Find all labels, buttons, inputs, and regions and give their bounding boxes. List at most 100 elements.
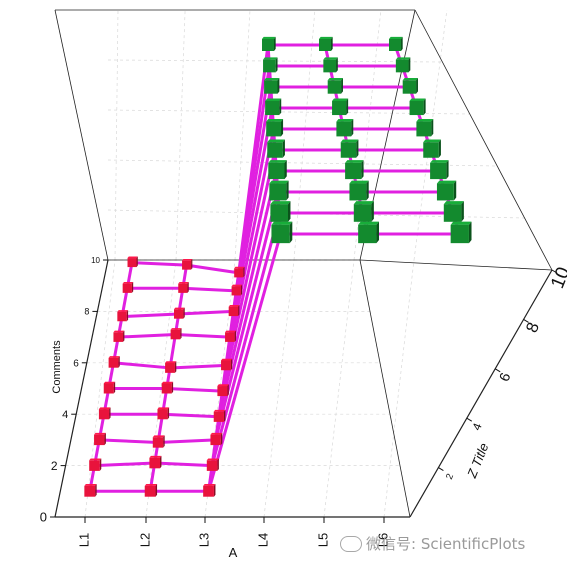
cube-top xyxy=(217,384,229,387)
y-tick-label: 8 xyxy=(84,307,89,317)
cube-front xyxy=(117,311,127,322)
row-line xyxy=(156,438,218,444)
red-cube-marker xyxy=(178,282,189,293)
red-cube-marker xyxy=(228,305,240,317)
cube-side xyxy=(346,98,349,116)
cube-top xyxy=(430,160,449,163)
cube-top xyxy=(213,409,226,412)
red-cube-marker xyxy=(213,409,226,422)
cube-top xyxy=(358,221,380,225)
row-line xyxy=(116,333,177,339)
green-cube-marker xyxy=(267,139,285,158)
bridge-line xyxy=(207,232,283,493)
cube-front xyxy=(221,360,231,371)
frame-edge xyxy=(54,9,109,261)
cube-top xyxy=(94,432,106,435)
cube-front xyxy=(345,162,362,180)
cube-top xyxy=(221,358,233,361)
gridline-x xyxy=(145,259,177,518)
cube-front xyxy=(323,59,337,73)
cube-front xyxy=(161,383,172,394)
red-cube-marker xyxy=(170,328,182,340)
green-cube-marker xyxy=(358,221,380,244)
x-tick-label: L2 xyxy=(137,533,152,547)
cube-front xyxy=(182,260,192,270)
green-cube-marker xyxy=(319,36,333,51)
red-cube-marker xyxy=(203,484,216,497)
cube-side xyxy=(282,139,285,158)
green-cube-marker xyxy=(402,77,418,94)
red-cube-marker xyxy=(234,266,245,278)
cube-side xyxy=(461,201,464,222)
red-cube-marker xyxy=(98,407,111,420)
x-tick-label: L6 xyxy=(375,533,390,547)
cube-top xyxy=(262,36,276,39)
cube-front xyxy=(206,460,218,471)
cube-top xyxy=(423,139,441,143)
green-cube-marker xyxy=(349,180,369,201)
cube-top xyxy=(416,119,434,122)
bridge-line xyxy=(217,169,278,419)
z-tick-label: 2 xyxy=(443,472,455,481)
gridline-x-back xyxy=(293,9,316,261)
cube-top xyxy=(353,201,374,205)
cube-side xyxy=(187,282,189,293)
cube-top xyxy=(327,77,343,81)
cube-side xyxy=(274,36,276,51)
red-cube-marker xyxy=(113,330,125,342)
row-line xyxy=(161,412,221,419)
cube-front xyxy=(409,100,424,116)
cube-top xyxy=(436,180,457,184)
x-tick-label: L5 xyxy=(315,533,330,547)
cube-side xyxy=(366,180,369,201)
red-cube-marker xyxy=(221,358,233,371)
green-cube-marker xyxy=(389,36,403,51)
cube-side xyxy=(180,328,182,340)
frame-edge xyxy=(409,269,553,518)
x-axis-title: A xyxy=(229,545,238,560)
cube-front xyxy=(127,258,137,268)
cube-front xyxy=(213,411,224,422)
gridline-aux xyxy=(55,10,97,311)
y-tick-label: 10 xyxy=(91,256,100,265)
green-cube-marker xyxy=(327,77,343,94)
cube-top xyxy=(263,57,278,60)
cube-front xyxy=(265,100,280,116)
row-line xyxy=(153,461,214,468)
cube-side xyxy=(159,455,162,469)
cube-top xyxy=(269,180,289,184)
cube-front xyxy=(430,162,447,180)
bridge-line xyxy=(210,211,281,468)
red-cube-marker xyxy=(210,432,223,446)
z-axis-title: Z Title xyxy=(464,441,492,481)
cube-side xyxy=(167,407,170,420)
cube-top xyxy=(332,98,349,101)
red-cube-marker xyxy=(182,259,193,270)
z-tick-label: 6 xyxy=(497,371,515,384)
cube-side xyxy=(356,139,359,158)
cube-top xyxy=(340,139,359,143)
cube-side xyxy=(408,57,411,73)
cube-front xyxy=(327,80,342,94)
bridge-line xyxy=(214,190,280,442)
bridge-line xyxy=(220,148,277,393)
gridline-aux xyxy=(55,60,66,260)
green-cube-marker xyxy=(340,139,359,158)
cube-front xyxy=(269,183,287,201)
cube-front xyxy=(203,485,214,497)
red-cube-marker xyxy=(89,458,102,471)
red-cube-marker xyxy=(127,256,138,268)
cube-top xyxy=(450,221,472,225)
red-cube-marker xyxy=(206,458,219,471)
cube-front xyxy=(113,332,124,342)
gridline-aux xyxy=(55,10,87,363)
z-tick-mark xyxy=(551,269,558,274)
cube-side xyxy=(227,384,229,397)
row-line xyxy=(130,261,189,267)
cube-side xyxy=(281,119,284,137)
cube-front xyxy=(108,357,119,368)
green-cube-marker xyxy=(271,221,293,244)
cube-side xyxy=(336,57,338,73)
cube-side xyxy=(217,458,219,471)
